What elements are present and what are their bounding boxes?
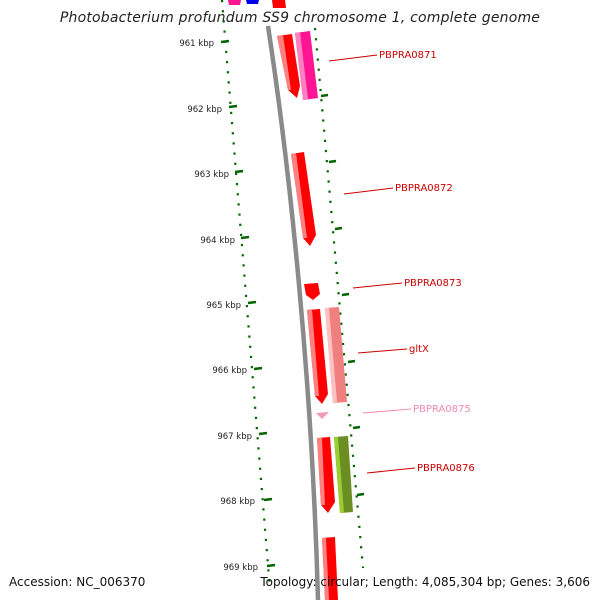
kbp-label: 962 kbp [187,105,222,115]
leader-line [343,187,394,195]
leader-line [352,282,403,289]
gene-arrow-highlight [322,538,329,600]
kbp-tick [263,497,273,502]
kbp-tick-marks [220,39,276,568]
kbp-label: 963 kbp [194,170,229,180]
gene-label-PBPRA0875[interactable]: PBPRA0875 [413,404,471,415]
accession-info: Accession: NC_006370 [9,575,146,589]
outer-tick-marks [320,93,365,497]
leader-line [357,348,408,354]
outer-tick [341,292,350,297]
gene-label-PBPRA0871[interactable]: PBPRA0871 [379,50,437,61]
kbp-tick [253,366,263,371]
outer-tick [328,159,337,164]
gene-arrow-highlight [291,153,307,238]
outer-tick [334,226,343,231]
outer-tick [320,93,329,98]
gene-PBPRA0873[interactable] [304,283,320,300]
kbp-label: 967 kbp [217,432,252,442]
kbp-label: 966 kbp [212,366,247,376]
kbp-tick [240,235,250,240]
kbp-tick [220,39,230,44]
chromosome-backbone [265,25,321,600]
gene-arrow-highlight [295,32,308,100]
kbp-tick [247,300,257,305]
kbp-label: 968 kbp [220,497,255,507]
label-leaders [328,54,416,474]
outer-tick [352,425,361,430]
kbp-labels: 961 kbp 962 kbp 963 kbp 964 kbp 965 kbp … [179,39,258,573]
outer-tick [356,492,365,497]
kbp-label: 964 kbp [200,236,235,246]
topology-info: Topology: circular; Length: 4,085,304 bp… [260,575,590,589]
gene-label-gltX[interactable]: gltX [409,344,429,355]
gene-label-PBPRA0872[interactable]: PBPRA0872 [395,183,453,194]
outer-tick [347,359,356,364]
leader-line [362,408,412,414]
gene-bottom-partial[interactable] [322,537,338,600]
gene-PBPRA0872[interactable] [291,152,316,246]
gene-arrow-highlight [307,309,319,396]
gene-gltX[interactable] [307,307,347,404]
leader-line [366,467,416,474]
gene-label-PBPRA0873[interactable]: PBPRA0873 [404,278,462,289]
gene-labels[interactable]: PBPRA0871 PBPRA0872 PBPRA0873 gltX PBPRA… [379,50,475,474]
gene-arrow [304,283,320,300]
gene-arrow-highlight [325,308,337,403]
leader-line [328,54,378,62]
gene-PBPRA0871[interactable] [277,31,318,100]
gene-arrow-partial-blue [246,0,259,4]
inner-dotted-guide [220,0,272,591]
gene-label-PBPRA0876[interactable]: PBPRA0876 [417,463,475,474]
kbp-tick [266,563,276,568]
gene-PBPRA0875[interactable] [316,412,329,419]
gene-arrow-partial-red [272,0,286,8]
gene-arrow-highlight [317,438,325,505]
kbp-tick [228,104,238,109]
map-title: Photobacterium profundum SS9 chromosome … [59,10,541,26]
kbp-tick [234,169,244,174]
kbp-label: 969 kbp [223,563,258,573]
partial-genes-top[interactable] [228,0,286,8]
gene-arrow-partial-magenta [228,0,241,5]
kbp-label: 961 kbp [179,39,214,49]
gene-PBPRA0876[interactable] [317,436,353,513]
gene-arrow [316,412,329,419]
gene-arrow-highlight [277,35,291,90]
kbp-label: 965 kbp [206,301,241,311]
kbp-tick [258,431,268,436]
gene-arrow-highlight [334,437,344,513]
